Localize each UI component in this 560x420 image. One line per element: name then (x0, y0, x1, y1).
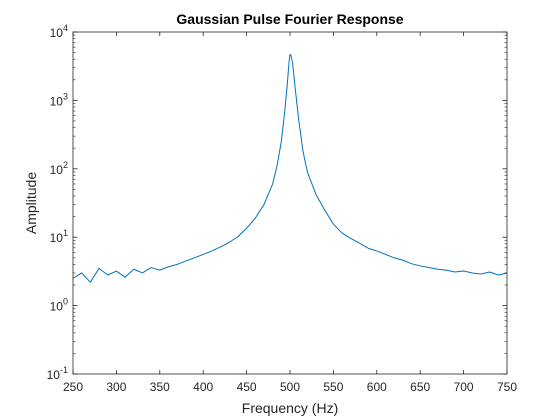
x-tick-label: 650 (410, 380, 430, 394)
x-tick-label: 300 (106, 380, 126, 394)
plot-area (73, 32, 507, 374)
x-tick-label: 700 (454, 380, 474, 394)
y-axis-label: Amplitude (23, 172, 39, 234)
x-tick-label: 450 (237, 380, 257, 394)
chart-title: Gaussian Pulse Fourier Response (176, 11, 403, 27)
x-tick-label: 250 (63, 380, 83, 394)
x-tick-label: 750 (497, 380, 517, 394)
x-tick-label: 550 (323, 380, 343, 394)
x-tick-label: 600 (367, 380, 387, 394)
y-tick-label: 103 (50, 91, 68, 108)
y-tick-label: 102 (50, 160, 68, 177)
x-tick-label: 400 (193, 380, 213, 394)
y-tick-label: 100 (50, 297, 68, 314)
x-tick-label: 500 (280, 380, 300, 394)
x-axis-label: Frequency (Hz) (242, 400, 338, 416)
y-tick-label: 104 (50, 23, 68, 40)
y-tick-label: 101 (50, 228, 68, 245)
x-tick-label: 350 (150, 380, 170, 394)
